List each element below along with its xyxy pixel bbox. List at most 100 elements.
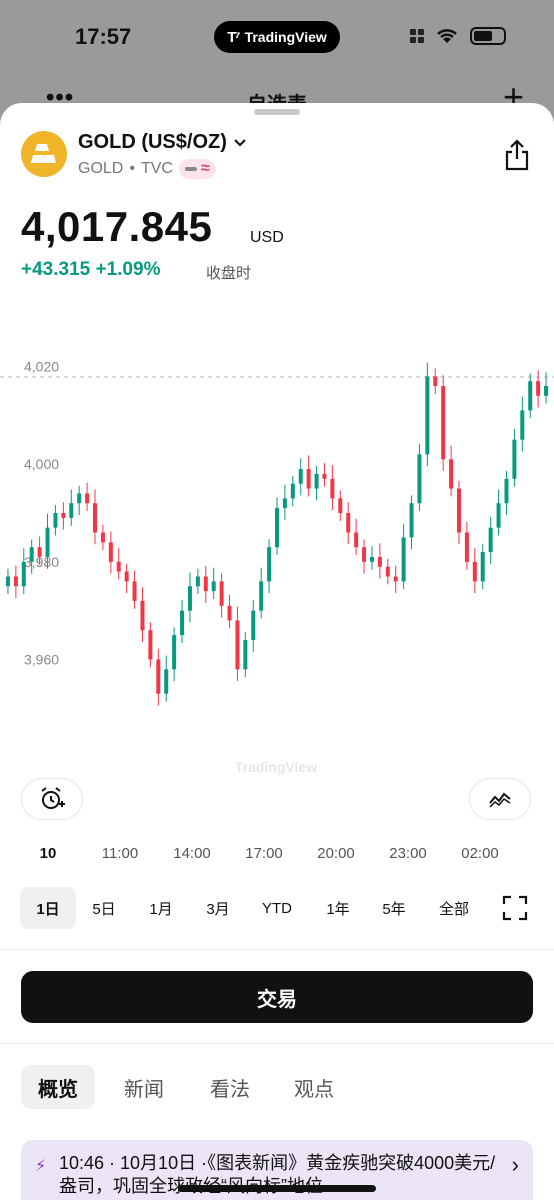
- dash-icon: [184, 167, 197, 171]
- candle: [267, 547, 272, 582]
- candle: [354, 532, 359, 548]
- tab-1[interactable]: 新闻: [124, 1078, 164, 1101]
- candle: [338, 498, 343, 513]
- candle: [140, 600, 145, 631]
- tab-0[interactable]: 概览: [21, 1065, 95, 1109]
- range-1[interactable]: 5日: [92, 900, 116, 918]
- symbol-name-label: GOLD (US$/OZ): [78, 131, 227, 153]
- candle: [235, 620, 240, 670]
- symbol-sheet: GOLD (US$/OZ) GOLD • TVC ≈ 4,017.845 USD…: [0, 103, 554, 1200]
- x-tick-label: 10: [39, 845, 57, 862]
- candle: [148, 630, 153, 660]
- tab-2[interactable]: 看法: [210, 1078, 250, 1101]
- symbol-name[interactable]: GOLD (US$/OZ): [78, 131, 247, 154]
- last-price: 4,017.845: [21, 203, 213, 250]
- candle: [417, 454, 422, 504]
- candle: [472, 561, 477, 582]
- candle: [187, 586, 192, 611]
- candle: [528, 381, 533, 411]
- candle: [362, 547, 367, 562]
- divider: [0, 1043, 554, 1044]
- price-chart[interactable]: 4,020 4,000 3,980 3,960 TradingView: [0, 283, 554, 783]
- range-7[interactable]: 全部: [438, 900, 469, 918]
- candle: [219, 581, 224, 606]
- candle: [275, 508, 279, 548]
- price-currency: USD: [250, 229, 284, 246]
- system-icons: [410, 27, 506, 45]
- candle: [385, 566, 390, 577]
- candle: [441, 386, 446, 460]
- x-tick-label: 02:00: [461, 845, 499, 862]
- tradingview-logo-icon: T⁷: [227, 28, 240, 46]
- x-tick-label: 14:00: [173, 845, 211, 862]
- x-axis: 10 11:00 14:00 17:00 20:00 23:00 02:00: [0, 845, 554, 869]
- meta-separator: •: [129, 160, 135, 177]
- candle: [164, 669, 169, 694]
- candle: [496, 503, 501, 528]
- ticker: GOLD: [78, 160, 124, 177]
- candle: [251, 610, 256, 640]
- candle: [520, 410, 525, 440]
- candle: [100, 532, 105, 543]
- share-icon[interactable]: [504, 139, 530, 171]
- symbol-meta: GOLD • TVC ≈: [78, 159, 216, 179]
- chart-style-button[interactable]: [469, 778, 531, 820]
- candle: [21, 561, 26, 587]
- sheet-grabber[interactable]: [254, 109, 300, 115]
- y-tick-label: 4,020: [24, 358, 59, 374]
- candle: [290, 483, 295, 499]
- range-4[interactable]: YTD: [262, 899, 292, 917]
- alert-button[interactable]: [21, 778, 83, 820]
- detail-tabs: 概览 新闻 看法 观点: [21, 1065, 533, 1111]
- price-change: +43.315 +1.09%: [21, 259, 161, 280]
- candle: [504, 478, 509, 504]
- app-pill[interactable]: T⁷ TradingView: [214, 21, 340, 53]
- range-selector: 1日 5日 1月 3月 YTD 1年 5年 全部: [20, 887, 540, 931]
- candle: [322, 473, 327, 479]
- divider: [0, 949, 554, 950]
- range-6[interactable]: 5年: [382, 900, 406, 918]
- candle: [195, 576, 200, 587]
- range-0[interactable]: 1日: [20, 887, 76, 929]
- app-pill-label: TradingView: [244, 29, 327, 45]
- candle: [53, 513, 58, 528]
- chart-style-icon: [489, 792, 511, 808]
- candle: [536, 381, 541, 396]
- candle: [227, 605, 232, 621]
- status-bar: 17:57 T⁷ TradingView: [0, 0, 554, 78]
- candle: [425, 376, 430, 455]
- candle: [330, 478, 335, 499]
- candle: [369, 556, 374, 562]
- candle: [306, 469, 311, 489]
- candle: [211, 581, 216, 592]
- y-tick-label: 3,960: [24, 652, 59, 668]
- trade-button[interactable]: 交易: [21, 971, 533, 1023]
- candle: [314, 473, 319, 489]
- candle: [544, 386, 549, 396]
- candle: [180, 610, 185, 636]
- candle: [457, 488, 461, 533]
- x-tick-label: 17:00: [245, 845, 283, 862]
- exchange: TVC: [140, 160, 173, 177]
- candle: [85, 493, 90, 504]
- range-5[interactable]: 1年: [326, 900, 350, 918]
- range-3[interactable]: 3月: [206, 900, 230, 918]
- wifi-icon: [437, 29, 457, 43]
- candle: [132, 581, 137, 601]
- candle: [77, 493, 82, 504]
- candle: [69, 503, 74, 518]
- candles: [5, 362, 549, 706]
- fullscreen-icon[interactable]: [502, 895, 528, 921]
- y-tick-label: 3,980: [24, 554, 59, 570]
- x-tick-label: 11:00: [101, 845, 139, 862]
- candle: [393, 576, 398, 582]
- market-status-tag: ≈: [178, 159, 216, 179]
- candle: [433, 376, 438, 387]
- tab-3[interactable]: 观点: [294, 1078, 334, 1101]
- home-indicator[interactable]: [178, 1185, 376, 1192]
- range-2[interactable]: 1月: [149, 900, 173, 918]
- candle: [61, 513, 66, 518]
- candle: [298, 469, 303, 484]
- candle: [401, 537, 406, 582]
- chevron-down-icon: [234, 138, 246, 146]
